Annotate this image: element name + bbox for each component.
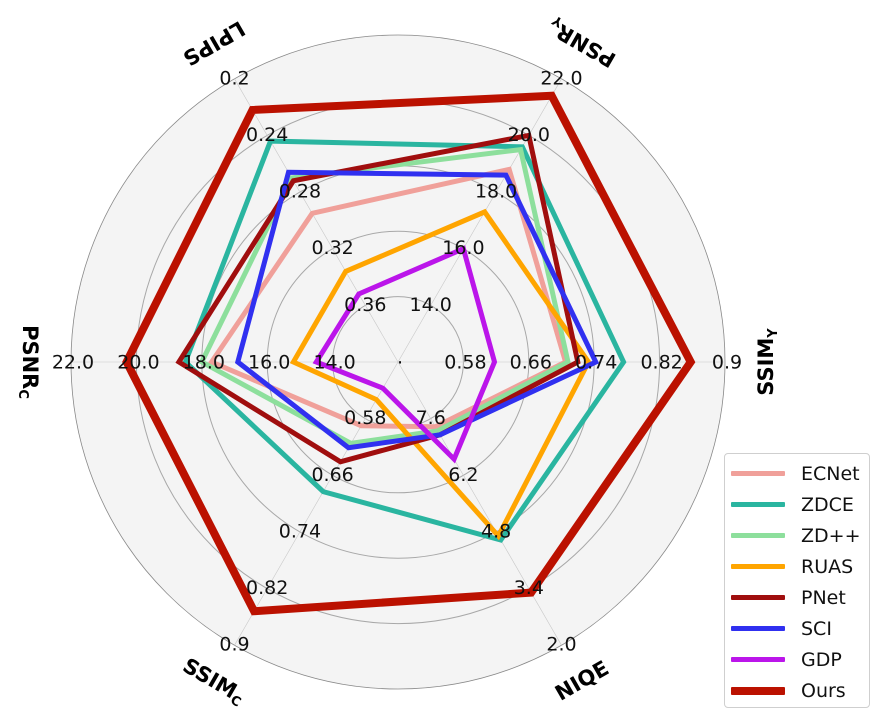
tick-label-ssimc: 0.74: [279, 520, 321, 542]
tick-label-lpips: 0.36: [344, 294, 386, 316]
axis-label-subscript: C: [16, 389, 31, 399]
axis-label-psnrc: PSNRC: [16, 325, 43, 399]
legend-item: RUAS: [725, 551, 869, 582]
legend-label: PNet: [801, 586, 846, 609]
axis-label-psnry: PSNRY: [544, 12, 622, 72]
series-zd-: [198, 146, 571, 446]
tick-label-lpips: 0.32: [311, 237, 353, 259]
legend-swatch: [731, 471, 785, 476]
tick-label-lpips: 0.28: [279, 181, 321, 203]
grid-spoke: [397, 361, 562, 646]
legend-item: Ours: [725, 675, 869, 706]
tick-label-psnry: 14.0: [410, 294, 452, 316]
legend-label: Ours: [801, 679, 846, 702]
legend-label: SCI: [801, 617, 832, 640]
axis-label-main: PSNR: [18, 325, 42, 389]
grid-spoke: [234, 361, 399, 646]
tick-label-niqe: 6.2: [448, 464, 478, 486]
tick-label-niqe: 7.6: [416, 407, 446, 429]
legend-label: ECNet: [801, 462, 860, 485]
legend-swatch: [731, 533, 785, 538]
legend-item: ZD++: [725, 520, 869, 551]
axis-label-main: NIQE: [551, 656, 613, 706]
series-pnet: [175, 132, 581, 465]
axis-label-ssimy: SSIMY: [754, 328, 781, 396]
tick-label-ssimc: 0.9: [219, 634, 249, 656]
axis-label-niqe: NIQE: [551, 656, 613, 706]
tick-label-psnrc: 16.0: [248, 352, 290, 374]
legend-swatch: [731, 502, 785, 507]
axis-label-subscript: Y: [766, 328, 781, 339]
tick-label-psnrc: 22.0: [52, 352, 94, 374]
legend-swatch: [731, 626, 785, 631]
legend-item: ECNet: [725, 458, 869, 489]
grid-spoke: [397, 78, 562, 363]
axis-label-main: SSIM: [179, 653, 241, 703]
tick-label-psnry: 16.0: [442, 237, 484, 259]
tick-label-ssimy: 0.58: [444, 352, 486, 374]
legend-swatch: [731, 657, 785, 662]
series-ours: [122, 91, 696, 616]
tick-label-ssimy: 0.66: [510, 352, 552, 374]
tick-label-ssimy: 0.82: [640, 352, 682, 374]
tick-label-psnry: 20.0: [508, 124, 550, 146]
tick-label-ssimy: 0.74: [575, 352, 617, 374]
legend-label: ZD++: [801, 524, 861, 547]
tick-label-niqe: 3.4: [514, 577, 544, 599]
tick-label-psnrc: 14.0: [313, 352, 355, 374]
tick-label-psnrc: 18.0: [183, 352, 225, 374]
tick-label-ssimc: 0.66: [311, 464, 353, 486]
legend-item: SCI: [725, 613, 869, 644]
center-label: .: [397, 347, 403, 369]
tick-label-ssimc: 0.82: [246, 577, 288, 599]
axis-label-main: PSNR: [552, 19, 620, 72]
grid-spoke: [234, 78, 399, 363]
axis-label-main: LPIPS: [179, 16, 249, 70]
legend-item: ZDCE: [725, 489, 869, 520]
legend-item: GDP: [725, 644, 869, 675]
series-ruas: [289, 208, 592, 541]
legend-label: ZDCE: [801, 493, 854, 516]
series-zdce: [182, 138, 627, 543]
series-sci: [234, 169, 600, 451]
tick-label-niqe: 4.8: [481, 520, 511, 542]
axis-label-main: SSIM: [754, 338, 778, 396]
legend-item: PNet: [725, 582, 869, 613]
legend-swatch: [731, 686, 785, 695]
legend-swatch: [731, 564, 785, 569]
tick-label-ssimy: 0.9: [712, 352, 742, 374]
axis-label-ssimc: SSIMC: [177, 653, 249, 710]
legend-swatch: [731, 595, 785, 600]
tick-label-psnrc: 20.0: [117, 352, 159, 374]
legend-label: GDP: [801, 648, 842, 671]
tick-label-lpips: 0.2: [219, 67, 249, 89]
series-gdp: [312, 245, 498, 464]
tick-label-psnry: 18.0: [475, 181, 517, 203]
tick-label-niqe: 2.0: [546, 634, 576, 656]
tick-label-ssimc: 0.58: [344, 407, 386, 429]
tick-label-lpips: 0.24: [246, 124, 288, 146]
tick-label-psnry: 22.0: [540, 67, 582, 89]
legend-label: RUAS: [801, 555, 854, 578]
axis-label-lpips: LPIPS: [179, 16, 249, 70]
chart-legend: ECNet ZDCE ZD++ RUAS PNet SCI GDP Ours: [724, 453, 870, 708]
